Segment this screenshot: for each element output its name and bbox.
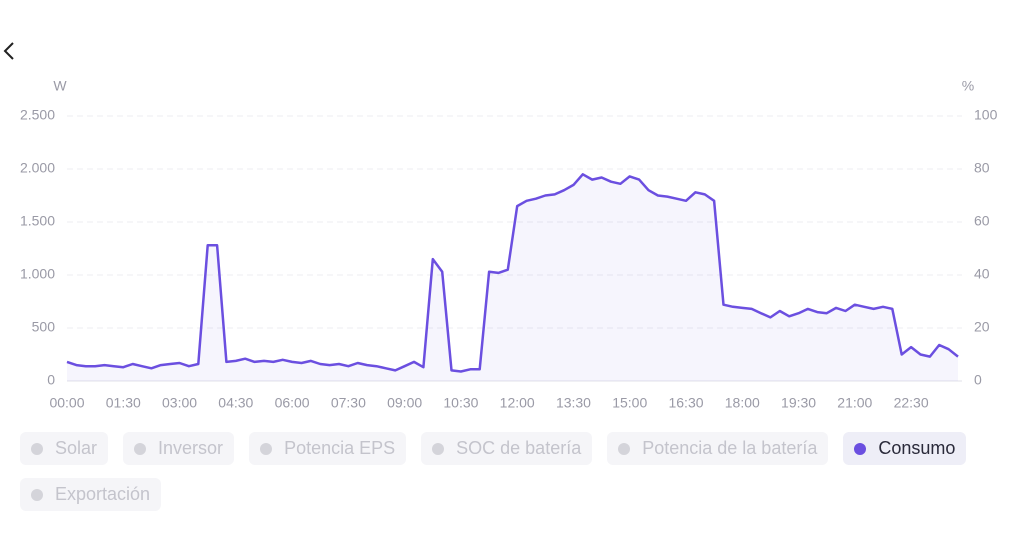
- y-unit: W: [53, 78, 67, 94]
- y-tick-label: 0: [47, 372, 55, 388]
- legend-label: Inversor: [158, 438, 224, 458]
- legend-item[interactable]: Potencia EPS: [249, 432, 407, 465]
- legend-label: Solar: [55, 438, 98, 458]
- legend-dot: [854, 442, 867, 455]
- legend-label: SOC de batería: [456, 438, 582, 458]
- x-tick-label: 19:30: [781, 395, 816, 411]
- x-tick-label: 01:30: [106, 395, 141, 411]
- legend-dot: [31, 442, 43, 455]
- line: [66, 173, 959, 373]
- y2-tick-label: 60: [974, 213, 990, 229]
- back-button[interactable]: [3, 42, 14, 60]
- x-tick-label: 16:30: [668, 395, 703, 411]
- legend-label: Exportación: [55, 484, 151, 504]
- y2-unit: %: [962, 78, 974, 94]
- legend: Solar Inversor Potencia EPS SOC de batería P…: [20, 432, 1010, 511]
- legend-dot: [618, 442, 631, 455]
- x-tick-label: 00:00: [49, 395, 84, 411]
- x-tick-label: 12:00: [500, 395, 535, 411]
- area: [67, 174, 958, 381]
- x-tick-label: 07:30: [331, 395, 366, 411]
- legend-item[interactable]: Exportación: [20, 478, 162, 511]
- y2-tick-label: 40: [974, 266, 990, 282]
- x-tick-label: 21:00: [837, 395, 872, 411]
- y2-tick-label: 0: [974, 372, 982, 388]
- legend-label: Potencia de la batería: [642, 438, 818, 458]
- x-tick-label: 15:00: [612, 395, 647, 411]
- y-tick-label: 500: [32, 319, 56, 335]
- x-tick-label: 18:00: [725, 395, 760, 411]
- legend-item[interactable]: Consumo: [843, 432, 967, 465]
- legend-item[interactable]: SOC de batería: [421, 432, 593, 465]
- x-tick-label: 03:00: [162, 395, 197, 411]
- y-tick-label: 2.000: [20, 160, 55, 176]
- y2-tick-label: 20: [974, 319, 990, 335]
- legend-dot: [31, 488, 43, 501]
- legend-item[interactable]: Potencia de la batería: [607, 432, 829, 465]
- x-tick-label: 10:30: [443, 395, 478, 411]
- y-tick-label: 2.500: [20, 107, 55, 123]
- x-tick-label: 04:30: [218, 395, 253, 411]
- legend-label: Potencia EPS: [284, 438, 396, 458]
- legend-label: Consumo: [878, 438, 956, 458]
- y-tick-label: 1.500: [20, 213, 55, 229]
- x-tick-label: 09:00: [387, 395, 422, 411]
- chart: W % 0 500 1.000 1.500 2.000 2.500 0 20 40 60 80 100…: [3, 42, 998, 411]
- y2-tick-label: 80: [974, 160, 990, 176]
- y-tick-label: 1.000: [20, 266, 55, 282]
- legend-dot: [432, 442, 445, 455]
- y2-tick-label: 100: [974, 107, 998, 123]
- legend-dot: [134, 442, 147, 455]
- x-tick-label: 22:30: [894, 395, 929, 411]
- x-tick-label: 13:30: [556, 395, 591, 411]
- x-tick-label: 06:00: [275, 395, 310, 411]
- legend-dot: [260, 442, 273, 455]
- legend-item[interactable]: Inversor: [123, 432, 235, 465]
- legend-item[interactable]: Solar: [20, 432, 109, 465]
